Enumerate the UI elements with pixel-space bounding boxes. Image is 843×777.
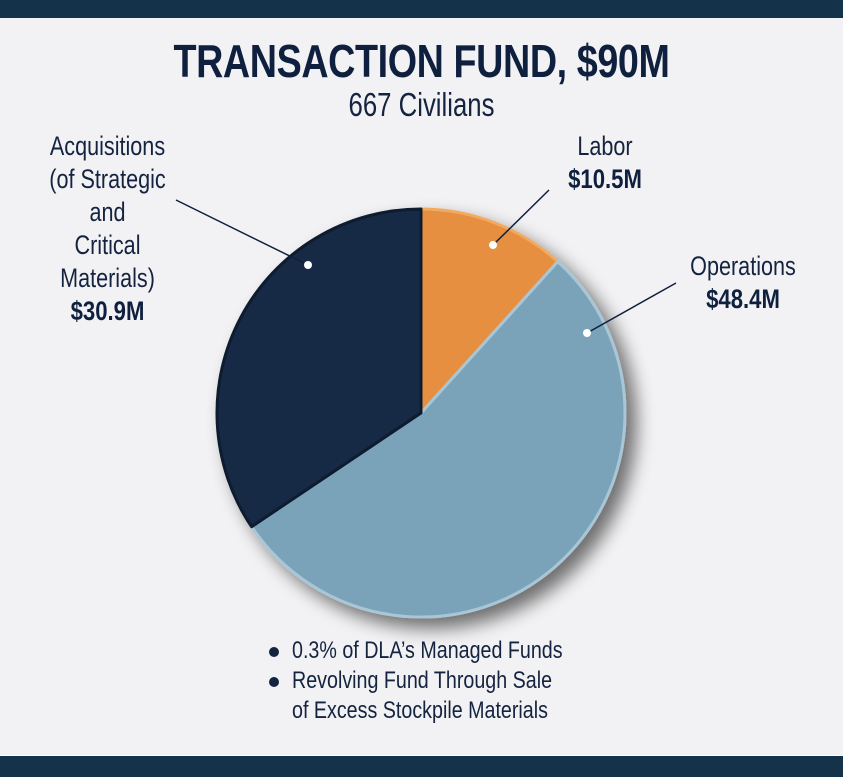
label-operations-value: $48.4M — [706, 284, 780, 314]
label-labor: Labor $10.5M — [545, 130, 665, 196]
callout-acquisitions-line — [175, 199, 309, 266]
callout-acquisitions-dot — [304, 261, 312, 269]
pie-slice-labor — [419, 207, 560, 415]
chart-title: TRANSACTION FUND, $90M — [173, 35, 670, 87]
top-banner-bar — [0, 0, 843, 18]
notes-list: 0.3% of DLA’s Managed Funds Revolving Fu… — [262, 636, 622, 726]
pie-slice-acquisitions — [215, 207, 423, 529]
label-acquisitions-value: $30.9M — [70, 296, 145, 326]
label-acquisitions-name: Acquisitions (of Strategic and Critical … — [49, 131, 166, 293]
bullet-icon — [269, 677, 279, 687]
note-item: 0.3% of DLA’s Managed Funds — [262, 636, 622, 666]
label-labor-name: Labor — [577, 131, 633, 161]
callout-labor-line — [492, 189, 550, 246]
pie-slice-operations — [250, 260, 627, 619]
label-labor-value: $10.5M — [568, 164, 642, 194]
callout-operations-line — [586, 282, 677, 334]
callout-labor-dot — [489, 241, 497, 249]
label-acquisitions: Acquisitions (of Strategic and Critical … — [20, 130, 195, 328]
bottom-banner-bar — [0, 755, 843, 777]
callout-operations-dot — [583, 329, 591, 337]
chart-subtitle: 667 Civilians — [348, 86, 495, 123]
label-operations-name: Operations — [690, 251, 796, 281]
note-item: Revolving Fund Through Sale of Excess St… — [262, 666, 622, 726]
bullet-icon — [269, 647, 279, 657]
label-operations: Operations $48.4M — [668, 250, 818, 316]
